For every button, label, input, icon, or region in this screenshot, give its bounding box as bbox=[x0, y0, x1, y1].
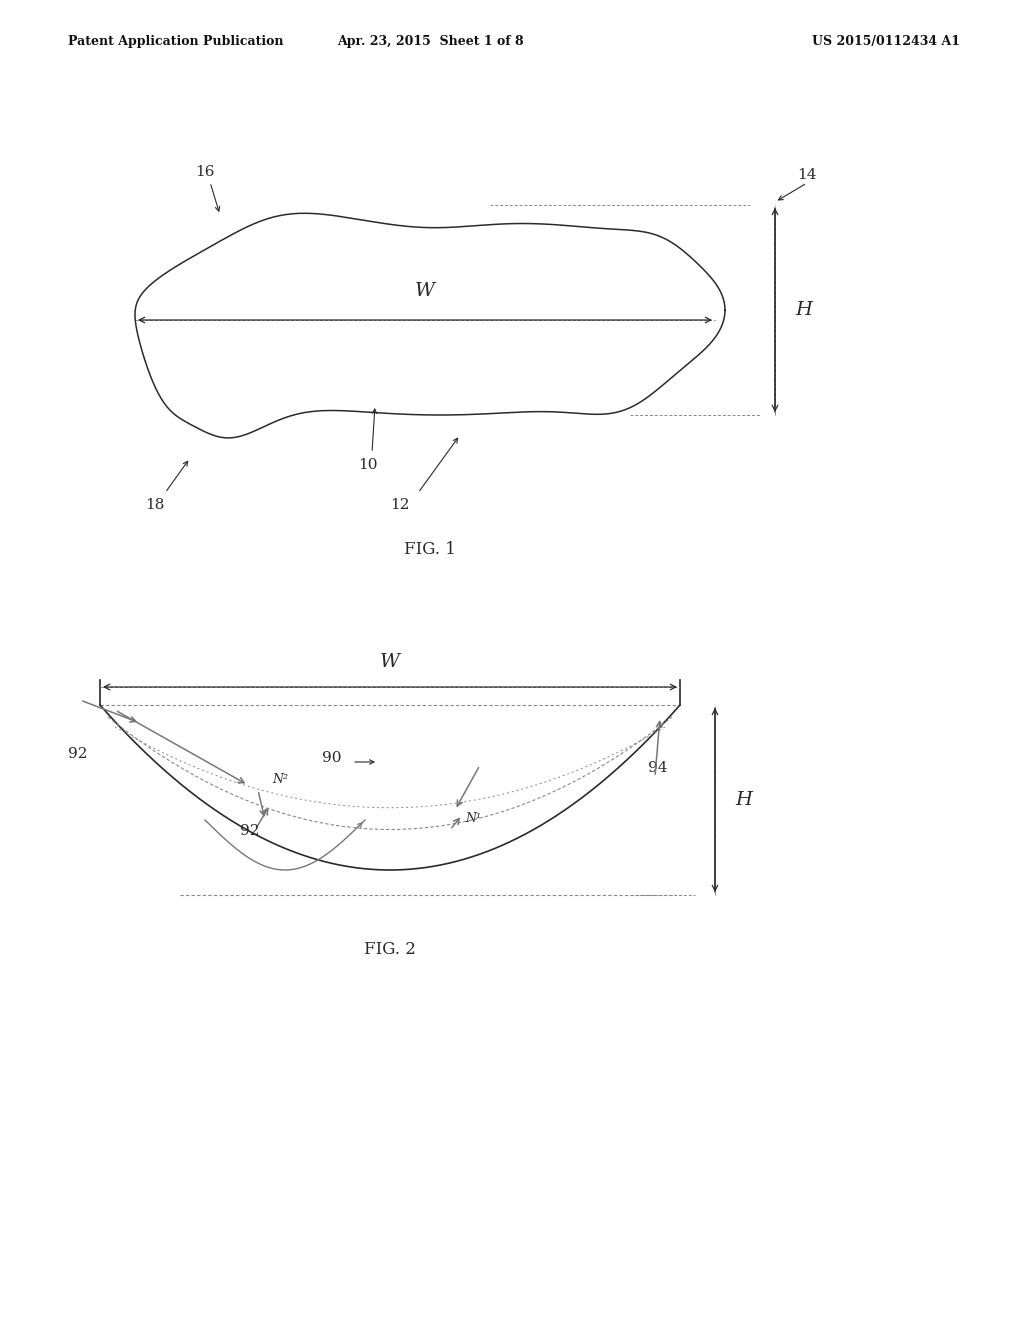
Text: FIG. 2: FIG. 2 bbox=[365, 941, 416, 958]
Text: FIG. 1: FIG. 1 bbox=[404, 541, 456, 558]
Text: 12: 12 bbox=[390, 498, 410, 512]
Text: 94: 94 bbox=[648, 762, 668, 775]
Text: Apr. 23, 2015  Sheet 1 of 8: Apr. 23, 2015 Sheet 1 of 8 bbox=[337, 36, 523, 48]
Text: 18: 18 bbox=[145, 498, 165, 512]
Text: Patent Application Publication: Patent Application Publication bbox=[68, 36, 284, 48]
Text: N²: N² bbox=[272, 774, 288, 785]
Text: 10: 10 bbox=[358, 458, 378, 473]
Text: N¹: N¹ bbox=[465, 812, 481, 825]
Text: W: W bbox=[415, 282, 435, 300]
Text: 90: 90 bbox=[322, 751, 341, 766]
Text: 92: 92 bbox=[240, 824, 259, 838]
Text: 92: 92 bbox=[68, 747, 87, 762]
Text: 16: 16 bbox=[195, 165, 214, 180]
Text: H: H bbox=[735, 791, 752, 809]
Text: W: W bbox=[380, 653, 400, 671]
Text: US 2015/0112434 A1: US 2015/0112434 A1 bbox=[812, 36, 961, 48]
Text: H: H bbox=[795, 301, 812, 319]
Text: 14: 14 bbox=[797, 168, 816, 182]
